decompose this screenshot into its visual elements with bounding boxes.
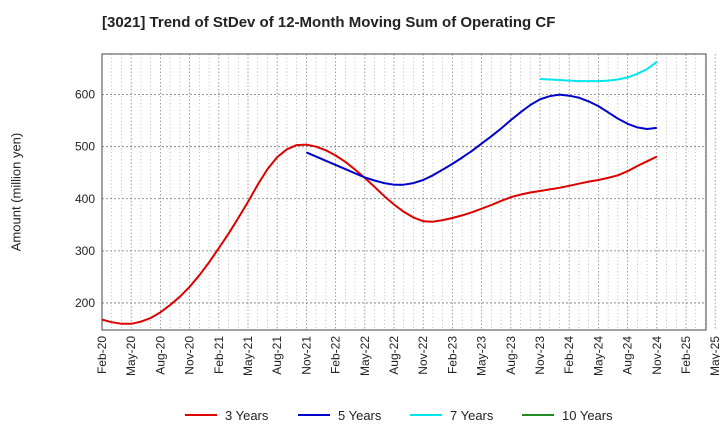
- x-tick-label: May-20: [124, 336, 138, 376]
- x-tick-label: May-21: [241, 336, 255, 376]
- legend-label: 7 Years: [450, 407, 494, 423]
- x-tick-label: Aug-24: [621, 336, 635, 375]
- series-line-7-years: [539, 61, 658, 83]
- legend-label: 5 Years: [338, 407, 382, 423]
- x-tick-label: Aug-21: [270, 336, 284, 375]
- legend-item: 7 Years: [410, 404, 493, 426]
- y-tick-label: 200: [75, 296, 95, 310]
- x-tick-label: Feb-21: [212, 336, 226, 374]
- legend-label: 3 Years: [225, 407, 269, 423]
- legend-swatch: [298, 414, 330, 416]
- series-line-3-years: [101, 143, 658, 325]
- x-tick-label: Nov-21: [299, 336, 313, 375]
- series-lines: [101, 61, 658, 325]
- x-tick-label: Nov-22: [416, 336, 430, 375]
- series-line-5-years: [306, 93, 657, 186]
- x-tick-labels: Feb-20 May-20 Aug-20 Nov-20 Feb-21 May-21 Aug-…: [95, 336, 720, 376]
- plot-frame: [101, 53, 707, 331]
- x-tick-label: Feb-24: [562, 336, 576, 374]
- legend-item: 5 Years: [298, 404, 381, 426]
- x-tick-label: May-25: [708, 336, 720, 376]
- x-tick-label: May-23: [475, 336, 489, 376]
- x-tick-label: Aug-23: [504, 336, 518, 375]
- grid-lines: [102, 54, 716, 330]
- y-tick-label: 300: [75, 244, 95, 258]
- legend-swatch: [185, 414, 217, 416]
- y-tick-labels: 200 300 400 500 600: [75, 88, 95, 310]
- legend-swatch: [410, 414, 442, 416]
- x-tick-label: May-24: [591, 336, 605, 376]
- x-tick-label: Feb-22: [329, 336, 343, 374]
- legend-label: 10 Years: [562, 407, 613, 423]
- x-tick-label: Feb-25: [679, 336, 693, 374]
- legend-item: 3 Years: [185, 404, 268, 426]
- x-tick-label: May-22: [358, 336, 372, 376]
- x-tick-label: Feb-20: [95, 336, 109, 374]
- y-tick-label: 600: [75, 88, 95, 102]
- legend-item: 10 Years: [522, 404, 613, 426]
- x-tick-label: Nov-23: [533, 336, 547, 375]
- y-tick-label: 400: [75, 192, 95, 206]
- x-tick-label: Feb-23: [445, 336, 459, 374]
- legend-swatch: [522, 414, 554, 416]
- chart-title: [3021] Trend of StDev of 12-Month Moving…: [102, 14, 556, 31]
- x-tick-label: Nov-24: [650, 336, 664, 375]
- x-tick-label: Nov-20: [183, 336, 197, 375]
- legend: 3 Years 5 Years 7 Years 10 Years: [0, 404, 720, 426]
- x-tick-label: Aug-20: [153, 336, 167, 375]
- y-tick-label: 500: [75, 140, 95, 154]
- x-tick-label: Aug-22: [387, 336, 401, 375]
